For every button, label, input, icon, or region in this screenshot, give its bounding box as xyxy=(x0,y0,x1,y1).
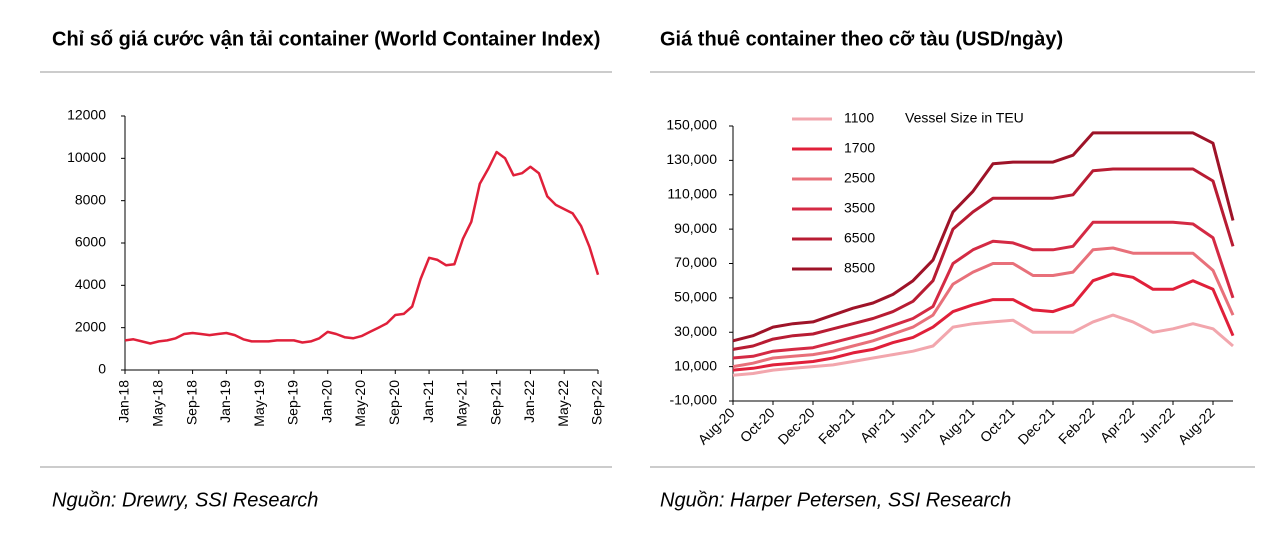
chart-source: Nguồn: Drewry, SSI Research xyxy=(52,489,318,511)
y-tick-label: -10,000 xyxy=(670,392,718,408)
x-tick-label: Jan-22 xyxy=(521,380,537,423)
series-line xyxy=(732,313,1234,377)
legend-label: 6500 xyxy=(844,230,875,246)
x-tick-label: Apr-22 xyxy=(1097,404,1138,445)
x-tick-label: Sep-21 xyxy=(487,380,503,425)
chart-title: Chỉ số giá cước vận tải container (World… xyxy=(52,28,600,50)
x-tick-label: Dec-21 xyxy=(1015,404,1058,447)
legend-label: 2500 xyxy=(844,170,875,186)
x-tick-label: Sep-19 xyxy=(285,380,301,425)
y-tick-label: 8000 xyxy=(75,191,106,207)
legend-label: 1100 xyxy=(844,110,874,126)
y-tick-label: 10000 xyxy=(67,149,106,165)
y-tick-label: 12000 xyxy=(67,107,106,123)
y-tick-label: 30,000 xyxy=(674,323,717,339)
y-tick-label: 130,000 xyxy=(666,151,717,167)
x-tick-label: Dec-20 xyxy=(775,404,818,447)
x-tick-label: Jan-21 xyxy=(420,380,436,423)
series-line xyxy=(124,150,600,345)
x-tick-label: Jun-21 xyxy=(896,404,938,446)
legend-title: Vessel Size in TEU xyxy=(905,110,1024,126)
x-tick-label: May-21 xyxy=(454,380,470,427)
legend-label: 3500 xyxy=(844,200,875,216)
x-tick-label: Jun-22 xyxy=(1136,404,1178,446)
x-tick-label: Sep-18 xyxy=(183,380,199,425)
y-tick-label: 6000 xyxy=(75,234,106,250)
x-tick-label: Jan-18 xyxy=(116,380,132,423)
chart-source: Nguồn: Harper Petersen, SSI Research xyxy=(660,489,1011,511)
x-tick-label: Jan-19 xyxy=(217,380,233,423)
legend-label: 1700 xyxy=(844,140,875,156)
x-tick-label: Feb-22 xyxy=(1055,404,1098,447)
legend-label: 8500 xyxy=(844,260,875,276)
series-line xyxy=(732,131,1235,343)
y-tick-label: 0 xyxy=(98,361,106,377)
x-tick-label: Oct-20 xyxy=(737,404,778,445)
y-tick-label: 150,000 xyxy=(666,117,717,133)
y-tick-label: 2000 xyxy=(75,318,106,334)
y-tick-label: 4000 xyxy=(75,276,106,292)
x-tick-label: May-18 xyxy=(149,380,165,427)
x-tick-label: Jan-20 xyxy=(318,380,334,423)
x-tick-label: Feb-21 xyxy=(815,404,858,447)
y-tick-label: 70,000 xyxy=(674,254,717,270)
x-tick-label: May-20 xyxy=(352,380,368,427)
x-tick-label: May-19 xyxy=(251,380,267,427)
series-line xyxy=(732,246,1235,369)
x-tick-label: Aug-20 xyxy=(694,404,737,447)
y-tick-label: 50,000 xyxy=(674,289,717,305)
x-tick-label: Apr-21 xyxy=(857,404,898,445)
x-tick-label: Sep-22 xyxy=(589,380,605,425)
y-tick-label: 10,000 xyxy=(674,357,717,373)
x-tick-label: Oct-21 xyxy=(977,404,1018,445)
x-tick-label: Aug-21 xyxy=(934,404,977,447)
x-tick-label: Aug-22 xyxy=(1174,404,1217,447)
x-tick-label: Sep-20 xyxy=(386,380,402,425)
y-tick-label: 90,000 xyxy=(674,220,717,236)
series-line xyxy=(732,272,1235,372)
chart-title: Giá thuê container theo cỡ tàu (USD/ngày… xyxy=(660,28,1063,50)
y-tick-label: 110,000 xyxy=(667,185,717,201)
series-line xyxy=(732,167,1235,351)
series-line xyxy=(732,220,1235,360)
x-tick-label: May-22 xyxy=(555,380,571,427)
